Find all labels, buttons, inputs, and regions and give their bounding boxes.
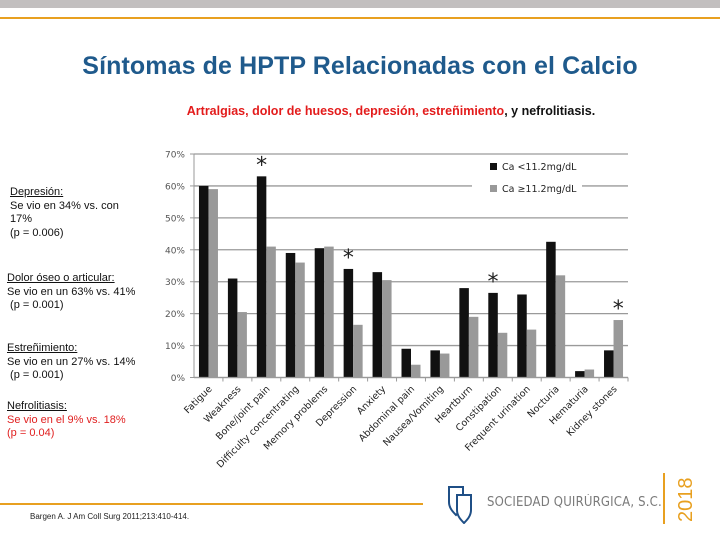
bar xyxy=(295,262,305,378)
bar xyxy=(584,369,595,378)
bar xyxy=(468,316,479,378)
note-line: (p = 0.001) xyxy=(7,369,64,381)
citation: Bargen A. J Am Coll Surg 2011;213:410-41… xyxy=(30,512,190,521)
bar xyxy=(488,292,498,378)
bar xyxy=(353,324,363,378)
brand-name: SOCIEDAD QUIRÚRGICA, S.C. xyxy=(487,495,662,510)
bar xyxy=(266,246,276,378)
bar xyxy=(613,320,624,378)
bar xyxy=(256,176,267,378)
significance-asterisk: * xyxy=(343,246,354,271)
top-gray-bar xyxy=(0,0,720,8)
top-orange-rule xyxy=(0,17,720,19)
note-heading: Dolor óseo o articular: xyxy=(7,272,115,284)
bar xyxy=(546,241,556,378)
bar xyxy=(237,312,247,378)
legend-swatch xyxy=(490,163,497,170)
x-category-label: Kidney stones xyxy=(565,384,620,439)
y-tick-label: 30% xyxy=(165,278,185,288)
bar xyxy=(198,185,209,378)
bar xyxy=(411,364,421,378)
year-label: 2018 xyxy=(675,477,697,523)
bar xyxy=(372,272,383,378)
note-constipation: Estreñimiento: Se vio en un 27% vs. 14% … xyxy=(7,342,135,383)
subtitle-rest: , y nefrolitiasis. xyxy=(504,104,596,118)
slide-subtitle: Artralgias, dolor de huesos, depresión, … xyxy=(0,104,720,118)
note-heading: Depresión: xyxy=(10,186,64,198)
bar xyxy=(324,246,334,378)
significance-asterisk: * xyxy=(256,153,267,178)
bar xyxy=(430,350,440,378)
note-line: (p = 0.001) xyxy=(7,299,64,311)
bar xyxy=(227,278,238,378)
bar xyxy=(439,353,450,378)
bar xyxy=(575,371,585,378)
y-tick-label: 10% xyxy=(165,342,185,352)
y-tick-label: 50% xyxy=(165,214,185,224)
slide-title: Síntomas de HPTP Relacionadas con el Cal… xyxy=(82,52,638,80)
y-tick-label: 0% xyxy=(171,374,186,384)
bar xyxy=(604,350,614,378)
note-line: 17% xyxy=(10,213,33,225)
bar xyxy=(208,189,218,378)
bar xyxy=(382,280,392,378)
bar xyxy=(285,252,296,378)
note-depression: Depresión: Se vio en 34% vs. con 17% (p … xyxy=(10,186,119,240)
bar xyxy=(517,294,527,378)
legend-swatch xyxy=(490,185,497,192)
significance-asterisk: * xyxy=(613,297,624,322)
shield-icon xyxy=(448,486,472,524)
note-line: Se vio en el 9% vs. 18% xyxy=(7,413,126,426)
y-tick-label: 20% xyxy=(165,310,185,320)
bar xyxy=(555,275,566,378)
note-bone-pain: Dolor óseo o articular: Se vio en un 63%… xyxy=(7,272,135,313)
bar xyxy=(314,248,325,378)
subtitle-highlight: Artralgias, dolor de huesos, depresión, … xyxy=(186,104,505,118)
note-line: Se vio en 34% vs. con xyxy=(10,199,119,212)
footer-orange-rule xyxy=(0,503,423,505)
note-line: Se vio en un 27% vs. 14% xyxy=(7,355,136,368)
note-kidney-stones: Nefrolitiasis: Se vio en el 9% vs. 18% (… xyxy=(7,400,126,441)
bar xyxy=(459,288,469,378)
note-line: Se vio en un 63% vs. 41% xyxy=(7,285,136,298)
significance-asterisk: * xyxy=(488,270,499,295)
bar xyxy=(343,268,354,378)
note-heading: Estreñimiento: xyxy=(7,342,78,354)
legend-label: Ca <11.2mg/dL xyxy=(502,162,577,173)
note-line: (p = 0.006) xyxy=(10,226,64,239)
bar xyxy=(401,348,411,378)
year-divider xyxy=(663,473,665,524)
y-tick-label: 60% xyxy=(165,182,185,192)
bar xyxy=(526,329,537,378)
y-tick-label: 40% xyxy=(165,246,185,256)
bar xyxy=(497,332,508,378)
y-tick-label: 70% xyxy=(165,151,185,161)
note-heading: Nefrolitiasis: xyxy=(7,400,67,412)
note-line: (p = 0.04) xyxy=(7,427,55,439)
legend-label: Ca ≥11.2mg/dL xyxy=(502,184,577,195)
